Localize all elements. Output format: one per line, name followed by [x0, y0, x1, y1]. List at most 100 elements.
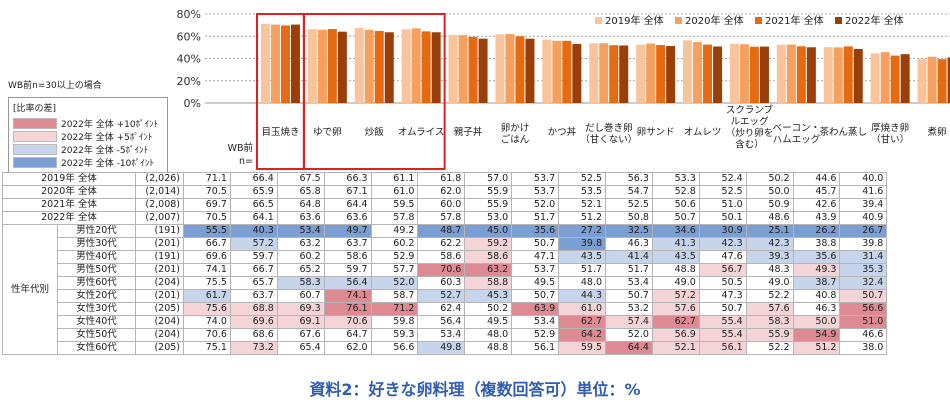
bar — [589, 43, 599, 103]
table-cell: 50.2 — [464, 302, 513, 316]
table-cell: 25.1 — [745, 224, 794, 238]
table-cell: 52.4 — [698, 172, 747, 186]
row-label: 2019年 全体 — [2, 172, 136, 186]
table-cell: 64.4 — [323, 198, 372, 212]
table-cell: 26.2 — [792, 224, 841, 238]
table-cell: 57.7 — [370, 263, 419, 277]
table-cell: 55.9 — [464, 198, 513, 212]
table-cell: 55.9 — [464, 185, 513, 199]
bar — [917, 58, 927, 103]
table-cell: 44.3 — [558, 289, 607, 303]
table-cell: 62.0 — [417, 185, 466, 199]
table-cell: 62.7 — [651, 315, 700, 329]
table-cell: 49.7 — [323, 224, 372, 238]
bar — [468, 36, 478, 103]
sample-size: (201) — [135, 289, 184, 303]
table-cell: 60.3 — [417, 276, 466, 290]
bar — [448, 35, 458, 104]
row-label: 男性40代 — [57, 250, 136, 264]
table-cell: 49.3 — [792, 263, 841, 277]
table-cell: 44.6 — [792, 172, 841, 186]
table-cell: 52.9 — [511, 328, 560, 342]
table-cell: 74.1 — [183, 263, 231, 277]
difference-legend-title: [比率の差] — [13, 104, 57, 114]
category-label: 目玉焼き — [261, 126, 299, 138]
bar — [619, 45, 629, 103]
table-cell: 57.8 — [417, 211, 466, 225]
table-cell: 53.3 — [651, 172, 700, 186]
bar — [280, 25, 290, 104]
table-cell: 63.2 — [464, 263, 513, 277]
table-cell: 65.8 — [276, 185, 325, 199]
table-cell: 58.3 — [276, 276, 325, 290]
legend-entry: 2020年 全体 — [685, 14, 744, 27]
bar — [327, 29, 337, 103]
sample-size: (191) — [135, 224, 184, 238]
bar — [260, 23, 270, 103]
row-label: 男性20代 — [57, 224, 136, 238]
table-cell: 52.5 — [558, 172, 607, 186]
sample-size: (2,026) — [135, 172, 184, 186]
table-cell: 59.8 — [370, 315, 419, 329]
table-cell: 49.8 — [417, 341, 466, 355]
table-cell: 50.7 — [511, 237, 560, 251]
row-label: 女性40代 — [57, 315, 136, 329]
table-cell: 58.6 — [323, 250, 372, 264]
table-cell: 43.5 — [651, 250, 700, 264]
bar — [458, 35, 468, 104]
table-cell: 62.2 — [417, 237, 466, 251]
bar — [364, 29, 374, 103]
table-cell: 51.7 — [605, 263, 653, 277]
table-cell: 50.7 — [839, 289, 888, 303]
table-cell: 48.0 — [558, 276, 607, 290]
difference-legend-swatch — [13, 118, 57, 129]
table-cell: 41.3 — [651, 237, 700, 251]
table-cell: 62.0 — [323, 341, 372, 355]
difference-legend: [比率の差] 2022年 全体 +10ﾎﾟｲﾝﾄ 2022年 全体 +5ﾎﾟｲﾝﾄ… — [8, 97, 168, 173]
table-cell: 71.2 — [370, 302, 419, 316]
table-cell: 51.2 — [792, 341, 841, 355]
table-row: 2019年 全体 (2,026) 71.1 66.4 67.5 66.3 61.1 61.8 5… — [2, 172, 888, 186]
table-cell: 39.4 — [839, 198, 888, 212]
table-cell: 50.8 — [605, 211, 653, 225]
table-cell: 56.6 — [370, 341, 419, 355]
table-cell: 55.4 — [698, 328, 747, 342]
table-cell: 50.0 — [792, 315, 841, 329]
table-cell: 52.2 — [745, 341, 794, 355]
difference-legend-item: 2022年 全体 +5ﾎﾟｲﾝﾄ — [13, 130, 163, 143]
table-cell: 50.2 — [745, 172, 794, 186]
table-cell: 46.6 — [839, 328, 888, 342]
row-label: 2020年 全体 — [2, 185, 136, 199]
table-cell: 52.5 — [605, 198, 653, 212]
table-cell: 61.8 — [417, 172, 466, 186]
category-label: 卵サンド — [637, 127, 675, 138]
bar — [307, 29, 317, 104]
table-cell: 70.6 — [183, 328, 231, 342]
table-cell: 34.6 — [651, 224, 700, 238]
table-cell: 56.1 — [511, 341, 560, 355]
table-cell: 70.6 — [323, 315, 372, 329]
sample-size: (201) — [135, 263, 184, 277]
bar — [666, 46, 676, 103]
bar — [759, 46, 769, 103]
table-cell: 53.2 — [605, 302, 653, 316]
table-cell: 61.0 — [558, 302, 607, 316]
sample-size: (204) — [135, 276, 184, 290]
table-cell: 64.8 — [276, 198, 325, 212]
table-cell: 56.4 — [417, 315, 466, 329]
bar — [421, 31, 431, 104]
chart-title: 資料2：好きな卵料理（複数回答可）単位：% — [309, 380, 641, 399]
bar — [337, 31, 347, 103]
category-label: 煮卵 — [928, 126, 947, 138]
table-cell: 42.6 — [792, 198, 841, 212]
bar — [478, 38, 488, 104]
table-cell: 53.7 — [511, 185, 560, 199]
table-cell: 60.7 — [276, 289, 325, 303]
bar — [713, 46, 723, 103]
bar — [290, 24, 300, 104]
table-row: 性年代別 男性20代 (191) 55.5 40.3 53.4 49.7 49.2 48.7 45… — [2, 224, 888, 355]
table-cell: 74.0 — [183, 315, 231, 329]
table-cell: 52.1 — [651, 341, 700, 355]
table-cell: 57.4 — [605, 315, 653, 329]
y-tick-label: 0% — [184, 97, 201, 110]
